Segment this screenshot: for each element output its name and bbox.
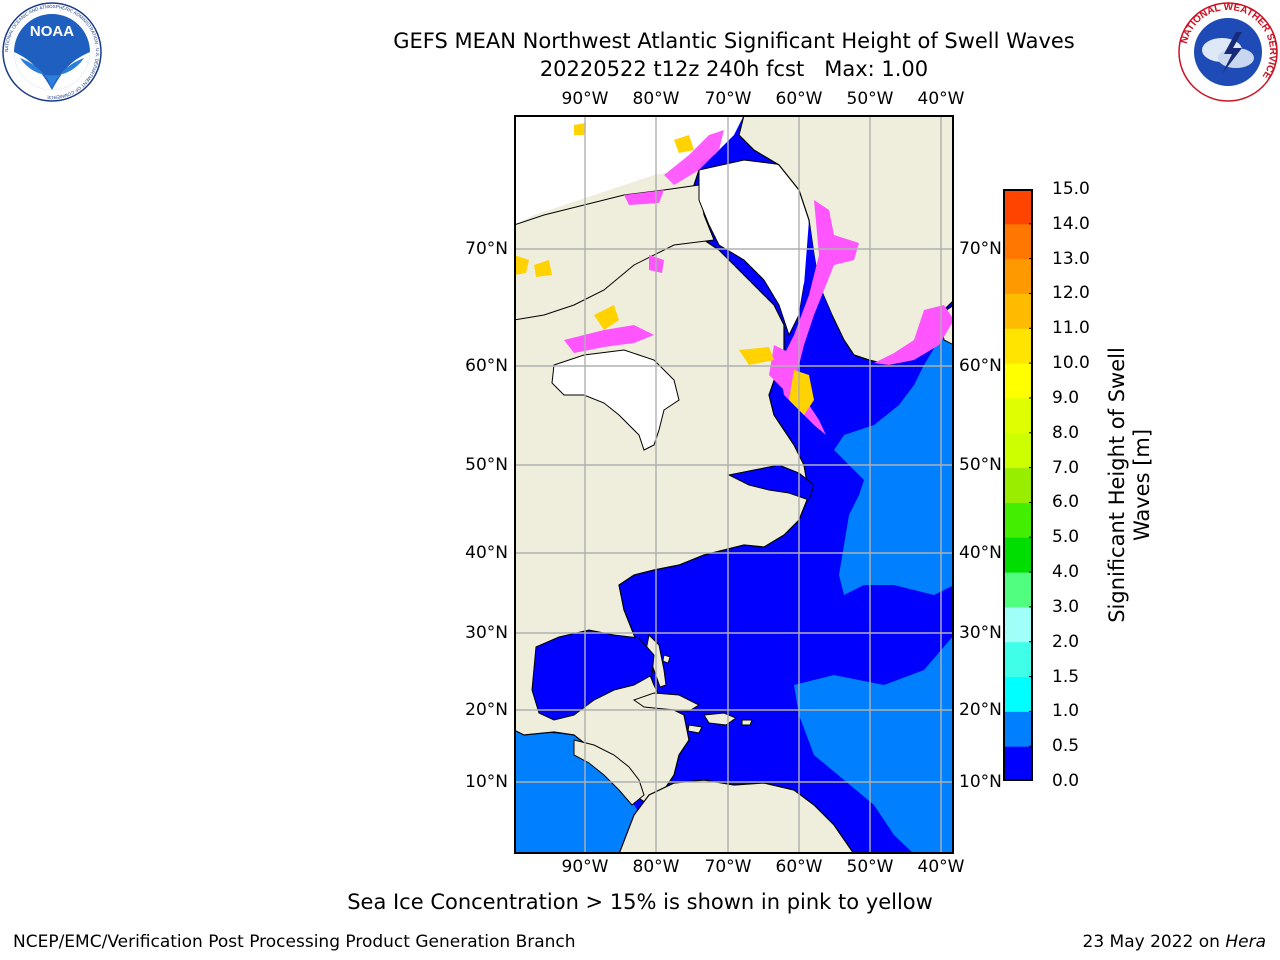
lat-label-left: 40°N — [465, 543, 508, 563]
colorbar-tick-label: 0.5 — [1052, 736, 1080, 757]
graticule — [514, 115, 954, 854]
colorbar-tick-label: 1.0 — [1052, 701, 1080, 722]
colorbar-segment — [1003, 676, 1033, 712]
colorbar-segment — [1003, 711, 1033, 747]
gulf-of-st-lawrence — [727, 464, 815, 501]
cuba-land — [632, 692, 701, 712]
title-line-1: GEFS MEAN Northwest Atlantic Significant… — [393, 29, 1075, 53]
colorbar-tick-label: 1.5 — [1052, 666, 1080, 687]
colorbar-title: Significant Height of Swell Waves [m] — [1105, 347, 1155, 623]
jamaica-land — [687, 724, 703, 734]
lon-label-bottom: 80°W — [632, 857, 680, 877]
lat-label-left: 10°N — [465, 772, 508, 792]
colorbar-tick-label: 9.0 — [1052, 387, 1080, 408]
noaa-logo: NOAA NATIONAL OCEANIC AND ATMOSPHERIC AD… — [2, 2, 102, 102]
ocean-mid-swell-pacific — [514, 730, 664, 854]
colorbar-segment — [1003, 537, 1033, 573]
colorbar-tick-label: 0.0 — [1052, 771, 1080, 791]
lon-label-bottom: 50°W — [846, 857, 894, 877]
footer-date-text: 23 May 2022 on — [1082, 932, 1226, 952]
lat-label-left: 20°N — [465, 700, 508, 720]
lon-label-top: 70°W — [704, 89, 752, 109]
lat-label-right: 10°N — [959, 772, 1002, 792]
lon-label-top: 80°W — [632, 89, 680, 109]
lat-label-right: 40°N — [959, 543, 1002, 563]
colorbar-segment — [1003, 223, 1033, 260]
sea-ice-footnote: Sea Ice Concentration > 15% is shown in … — [347, 890, 933, 914]
colorbar-segment — [1003, 467, 1033, 503]
south-america-land — [618, 779, 855, 854]
footer-date: 23 May 2022 on Hera — [1083, 932, 1267, 952]
colorbar-tick-label: 12.0 — [1052, 283, 1090, 304]
colorbar-segment — [1003, 328, 1033, 364]
lat-label-left: 50°N — [465, 455, 508, 475]
lon-label-top: 50°W — [846, 89, 894, 109]
colorbar-segment — [1003, 258, 1033, 294]
puerto-rico-land — [741, 719, 753, 726]
colorbar-tick-label: 2.0 — [1052, 631, 1080, 652]
lat-label-right: 50°N — [959, 455, 1002, 475]
colorbar — [1003, 189, 1033, 781]
lat-label-right: 30°N — [959, 623, 1002, 643]
colorbar-tick-label: 10.0 — [1052, 353, 1090, 374]
footer-host: Hera — [1225, 932, 1266, 952]
colorbar-segment — [1003, 746, 1033, 781]
colorbar-frame — [1003, 189, 1033, 781]
lon-label-bottom: 70°W — [704, 857, 752, 877]
bahamas-land — [662, 654, 671, 664]
chart-title: GEFS MEAN Northwest Atlantic Significant… — [393, 27, 1074, 83]
sea-ice-overlay — [514, 123, 954, 435]
colorbar-segment — [1003, 432, 1033, 469]
swell-height-map — [514, 115, 954, 854]
lat-label-left: 30°N — [465, 623, 508, 643]
lon-label-bottom: 90°W — [561, 857, 609, 877]
colorbar-tick-label: 14.0 — [1052, 213, 1090, 234]
lon-label-bottom: 60°W — [775, 857, 823, 877]
lat-label-left: 70°N — [465, 239, 508, 259]
colorbar-segment — [1003, 606, 1033, 643]
colorbar-segment — [1003, 293, 1033, 329]
central-america-land — [573, 739, 645, 806]
colorbar-segment — [1003, 572, 1033, 608]
colorbar-title-line-1: Significant Height of Swell — [1105, 347, 1129, 623]
lon-label-top: 90°W — [561, 89, 609, 109]
lon-label-bottom: 40°W — [917, 857, 965, 877]
ocean-mid-swell — [834, 315, 954, 595]
colorbar-tick-label: 4.0 — [1052, 562, 1080, 583]
noaa-logo-text: NOAA — [30, 23, 74, 40]
footer-branch: NCEP/EMC/Verification Post Processing Pr… — [13, 932, 576, 952]
gulf-of-mexico — [531, 629, 655, 721]
colorbar-title-line-2: Waves [m] — [1130, 428, 1154, 542]
lat-label-right: 70°N — [959, 239, 1002, 259]
map-frame — [514, 115, 954, 854]
arctic-islands-land — [514, 184, 715, 321]
colorbar-tick-label: 6.0 — [1052, 492, 1080, 513]
colorbar-tick-label: 11.0 — [1052, 318, 1090, 339]
lat-label-left: 60°N — [465, 356, 508, 376]
colorbar-tick-label: 5.0 — [1052, 527, 1080, 548]
colorbar-tick-label: 13.0 — [1052, 248, 1090, 269]
colorbar-segment — [1003, 641, 1033, 678]
colorbar-tick-label: 15.0 — [1052, 179, 1090, 199]
lat-label-right: 60°N — [959, 356, 1002, 376]
hudson-bay — [551, 349, 680, 451]
colorbar-segment — [1003, 189, 1033, 225]
nws-logo: NATIONAL WEATHER SERVICE — [1178, 2, 1278, 102]
colorbar-tick-label: 8.0 — [1052, 422, 1080, 443]
colorbar-segment — [1003, 397, 1033, 434]
ocean-mid-swell — [794, 635, 954, 854]
colorbar-segment — [1003, 502, 1033, 538]
lon-label-top: 60°W — [775, 89, 823, 109]
lon-label-top: 40°W — [917, 89, 965, 109]
lat-label-right: 20°N — [959, 700, 1002, 720]
colorbar-tick-label: 7.0 — [1052, 457, 1080, 478]
colorbar-segment — [1003, 363, 1033, 399]
title-line-2: 20220522 t12z 240h fcst Max: 1.00 — [539, 57, 929, 81]
colorbar-tick-label: 3.0 — [1052, 596, 1080, 617]
